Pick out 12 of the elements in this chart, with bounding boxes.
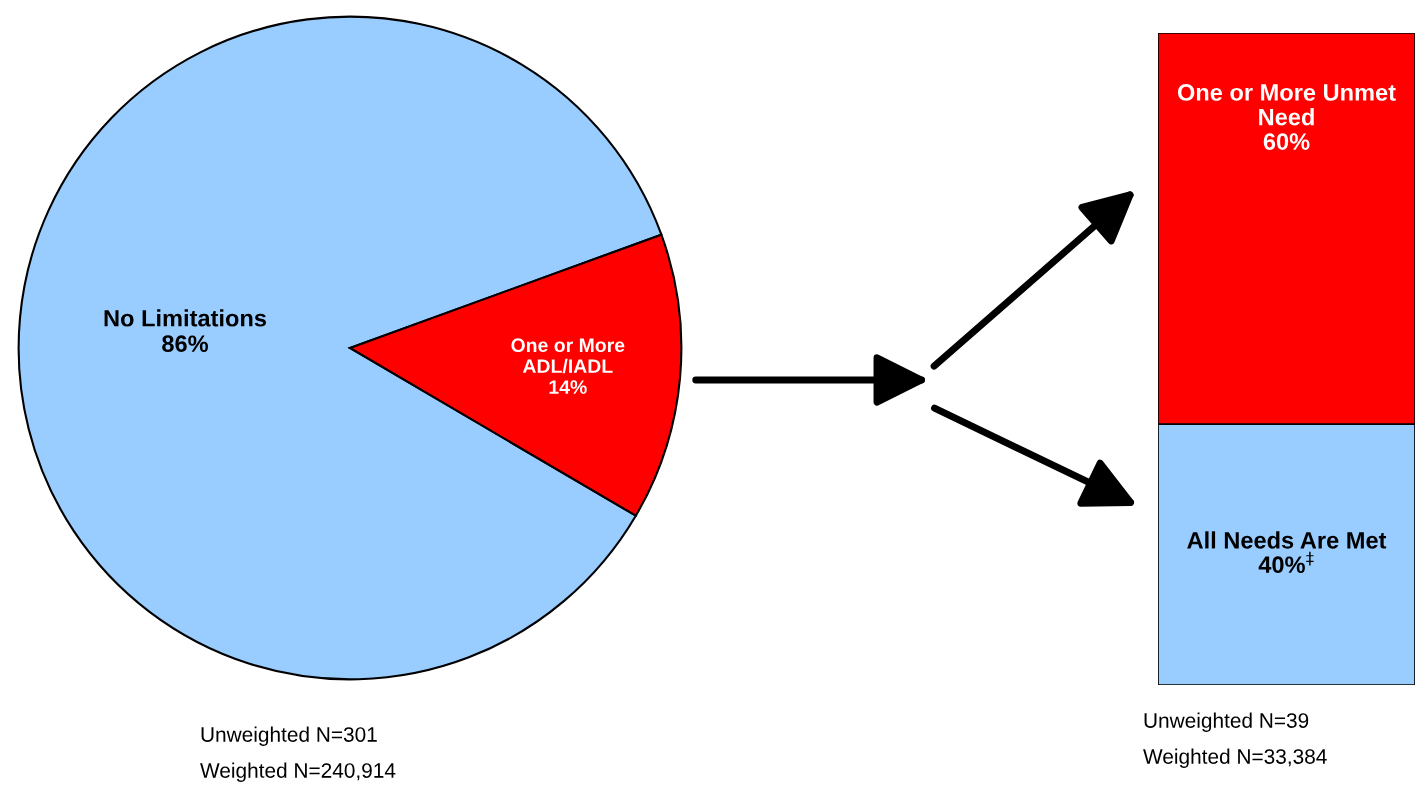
data-label: 86%: [162, 335, 208, 353]
slice-label: One or More ADL/IADL: [511, 338, 625, 374]
series-label: One or More Unmet Need: [1177, 84, 1396, 126]
data-label: 60%: [1263, 133, 1310, 150]
series-label: All Needs Are Met: [1187, 531, 1387, 549]
text: Unweighted N=39: [1144, 712, 1309, 732]
text: Weighted N=240,914: [200, 762, 396, 782]
slice-label: No Limitations: [104, 309, 267, 327]
text: Unweighted N=301: [201, 726, 377, 746]
data-label: 14%: [549, 380, 587, 394]
data-label: 40%$^{‡}$: [1258, 551, 1314, 574]
text: Weighted N=33,384: [1143, 748, 1327, 768]
